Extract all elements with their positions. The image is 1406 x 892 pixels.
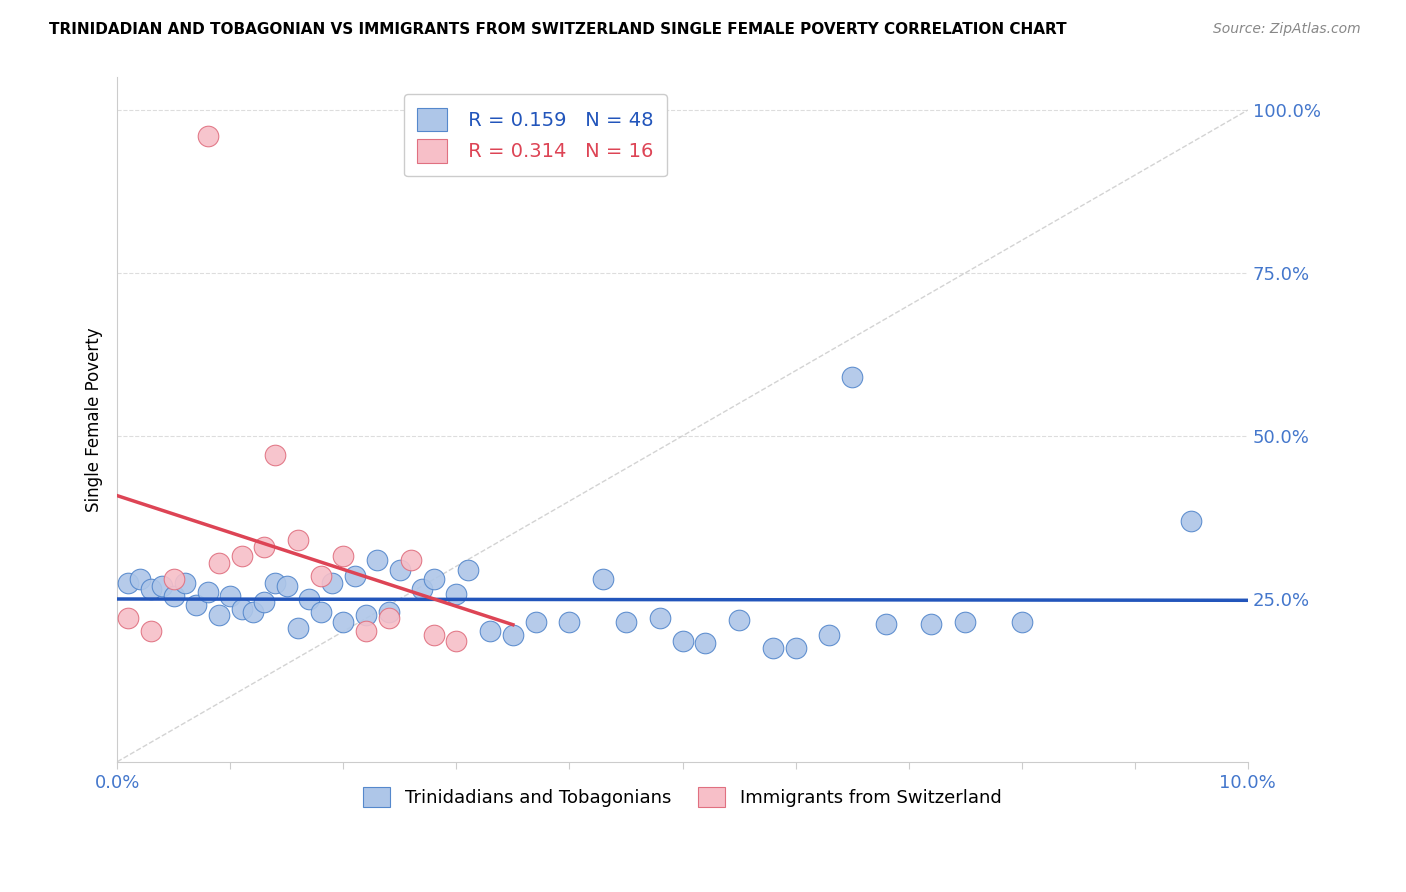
Point: [253, 540, 276, 554]
Point: [309, 569, 332, 583]
Point: [728, 613, 751, 627]
Point: [841, 370, 863, 384]
Point: [117, 575, 139, 590]
Point: [139, 582, 162, 596]
Point: [197, 585, 219, 599]
Point: [139, 624, 162, 639]
Point: [163, 572, 186, 586]
Point: [332, 549, 354, 564]
Point: [411, 582, 433, 596]
Legend: Trinidadians and Tobagonians, Immigrants from Switzerland: Trinidadians and Tobagonians, Immigrants…: [356, 780, 1010, 814]
Point: [388, 562, 411, 576]
Point: [818, 628, 841, 642]
Point: [1011, 615, 1033, 629]
Point: [208, 608, 231, 623]
Point: [762, 640, 785, 655]
Point: [423, 628, 446, 642]
Point: [446, 634, 468, 648]
Point: [343, 569, 366, 583]
Point: [875, 616, 897, 631]
Text: TRINIDADIAN AND TOBAGONIAN VS IMMIGRANTS FROM SWITZERLAND SINGLE FEMALE POVERTY : TRINIDADIAN AND TOBAGONIAN VS IMMIGRANTS…: [49, 22, 1067, 37]
Point: [502, 628, 524, 642]
Point: [309, 605, 332, 619]
Point: [1180, 514, 1202, 528]
Point: [231, 549, 253, 564]
Point: [332, 615, 354, 629]
Point: [231, 601, 253, 615]
Point: [457, 562, 479, 576]
Point: [953, 615, 976, 629]
Point: [446, 586, 468, 600]
Point: [479, 624, 502, 639]
Point: [524, 615, 547, 629]
Point: [219, 589, 242, 603]
Point: [377, 611, 399, 625]
Point: [399, 553, 422, 567]
Text: Source: ZipAtlas.com: Source: ZipAtlas.com: [1213, 22, 1361, 37]
Point: [366, 553, 388, 567]
Point: [920, 616, 942, 631]
Point: [163, 589, 186, 603]
Point: [152, 579, 174, 593]
Point: [614, 615, 637, 629]
Point: [592, 572, 614, 586]
Y-axis label: Single Female Poverty: Single Female Poverty: [86, 327, 103, 512]
Point: [117, 611, 139, 625]
Point: [671, 634, 693, 648]
Point: [354, 624, 377, 639]
Point: [558, 615, 581, 629]
Point: [253, 595, 276, 609]
Point: [264, 575, 287, 590]
Point: [264, 449, 287, 463]
Point: [197, 129, 219, 144]
Point: [174, 575, 197, 590]
Point: [695, 635, 717, 649]
Point: [287, 533, 309, 548]
Point: [785, 640, 807, 655]
Point: [287, 621, 309, 635]
Point: [377, 605, 399, 619]
Point: [242, 605, 264, 619]
Point: [321, 575, 343, 590]
Point: [298, 591, 321, 606]
Point: [423, 572, 446, 586]
Point: [354, 608, 377, 623]
Point: [186, 599, 208, 613]
Point: [276, 579, 298, 593]
Point: [128, 572, 150, 586]
Point: [648, 611, 671, 625]
Point: [208, 556, 231, 570]
